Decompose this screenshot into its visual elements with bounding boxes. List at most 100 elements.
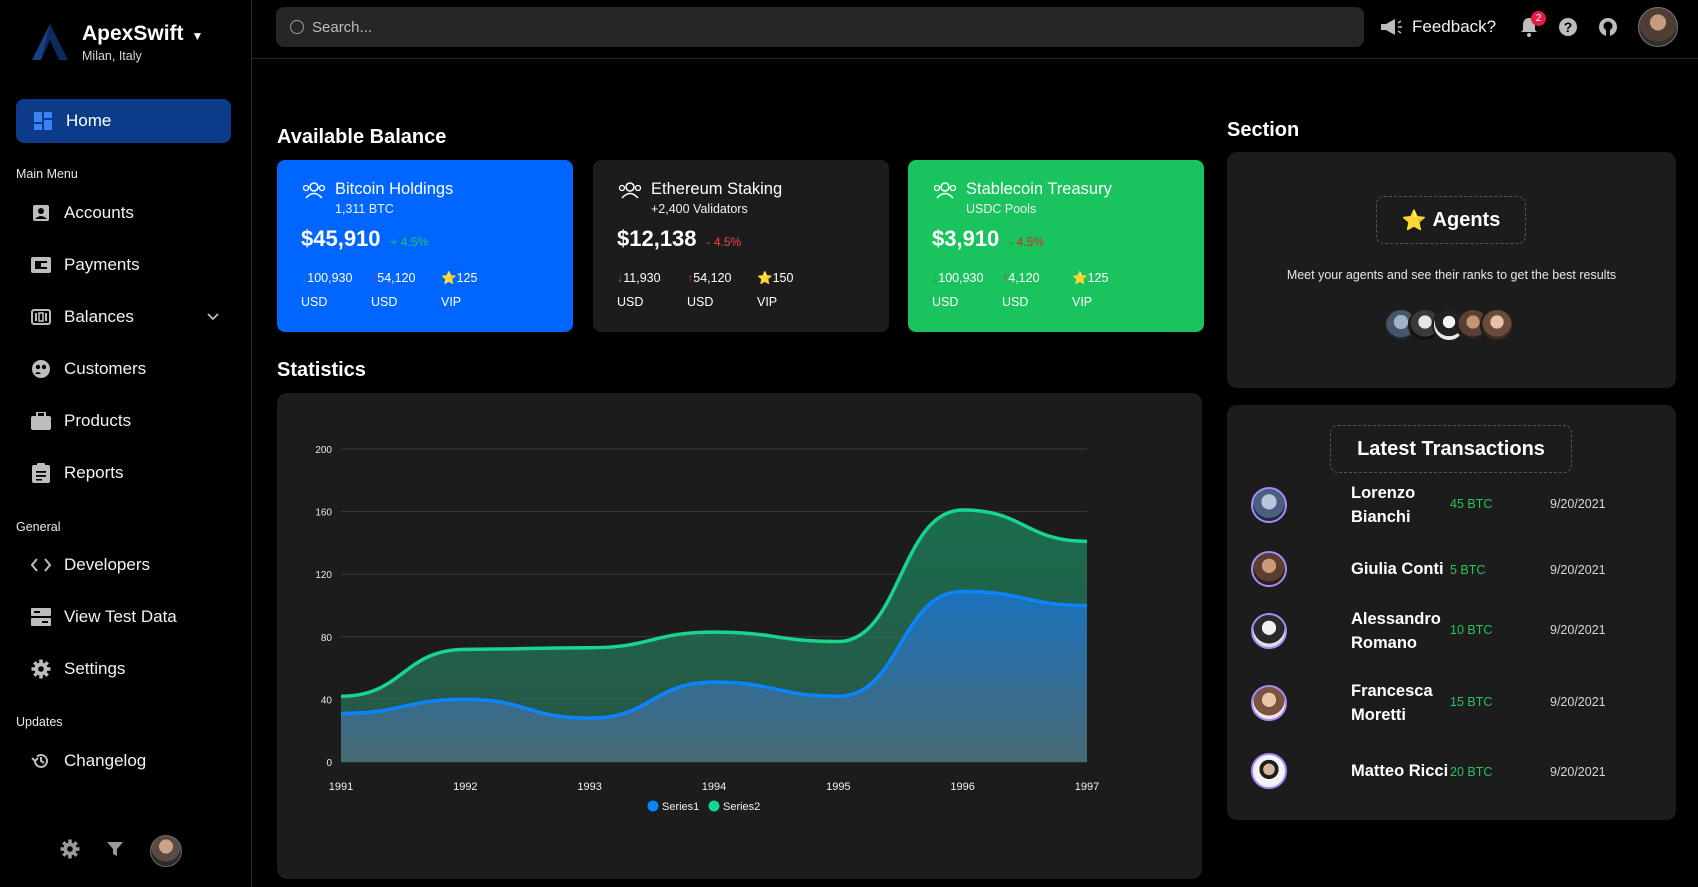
sidebar-item-developers[interactable]: Developers	[30, 547, 220, 583]
sidebar-item-label: Changelog	[64, 751, 147, 770]
card-change: - 4.5%	[706, 235, 742, 249]
caret-down-icon[interactable]: ▼	[191, 29, 204, 43]
sidebar-item-accounts[interactable]: Accounts	[30, 195, 220, 231]
agents-button[interactable]: ⭐ Agents	[1376, 196, 1526, 244]
bell-icon[interactable]: 2	[1520, 11, 1547, 37]
transaction-amount: 15 BTC	[1450, 695, 1493, 709]
table-row[interactable]: Francesca Moretti 15 BTC 9/20/2021	[1227, 673, 1676, 733]
brand-name: ApexSwift	[82, 22, 184, 45]
search-placeholder: Search...	[312, 18, 373, 36]
topbar: Search...	[252, 0, 1698, 59]
sidebar-item-balances[interactable]: Balances	[30, 299, 220, 335]
chevron-down-icon[interactable]	[206, 309, 220, 329]
sidebar-item-reports[interactable]: Reports	[30, 455, 220, 491]
card-title: Stablecoin Treasury	[966, 180, 1112, 198]
history-icon	[30, 750, 52, 772]
user-avatar[interactable]	[1638, 7, 1679, 47]
x-tick-label: 1996	[950, 781, 974, 793]
feedback-button[interactable]: Feedback?	[1380, 17, 1496, 37]
table-row[interactable]: Giulia Conti 5 BTC 9/20/2021	[1227, 547, 1676, 591]
sidebar-item-label: Settings	[64, 659, 126, 678]
stat-value: ↑54,120	[687, 271, 732, 285]
transactions-panel: Latest Transactions Lorenzo Bianchi 45 B…	[1227, 405, 1676, 820]
x-tick-label: 1992	[453, 781, 477, 793]
sidebar-item-label: Developers	[64, 555, 150, 574]
legend-marker	[708, 800, 720, 812]
sidebar-item-label: Home	[66, 111, 112, 130]
sidebar-item-settings[interactable]: Settings	[30, 651, 220, 687]
card-subtitle: +2,400 Validators	[651, 202, 748, 216]
filter-icon[interactable]	[106, 840, 124, 863]
card-amount: $3,910	[932, 226, 1000, 251]
legend-marker	[647, 800, 659, 812]
sidebar-item-changelog[interactable]: Changelog	[30, 743, 220, 779]
payments-icon	[30, 254, 52, 276]
transaction-amount: 45 BTC	[1450, 497, 1493, 511]
balance-card-bitcoin[interactable]: Bitcoin Holdings 1,311 BTC $45,910 + 4.5…	[277, 160, 573, 332]
table-row[interactable]: Lorenzo Bianchi 45 BTC 9/20/2021	[1227, 475, 1676, 535]
stat-value: ↑4,120	[1002, 271, 1040, 285]
balance-card-ethereum[interactable]: Ethereum Staking +2,400 Validators $12,1…	[593, 160, 889, 332]
users-icon	[302, 182, 326, 199]
stat-unit: USD	[687, 295, 714, 309]
transaction-date: 9/20/2021	[1550, 765, 1606, 779]
help-icon[interactable]: ?	[1558, 17, 1578, 37]
balances-icon	[30, 306, 52, 328]
table-row[interactable]: Matteo Ricci 20 BTC 9/20/2021	[1227, 749, 1676, 793]
avatar	[1251, 487, 1287, 523]
card-change: + 4.5%	[390, 235, 429, 249]
arrow-down-icon: ↓	[617, 271, 624, 285]
search-icon	[290, 20, 304, 34]
card-subtitle: USDC Pools	[966, 202, 1037, 216]
sidebar-item-home[interactable]: Home	[16, 99, 231, 143]
statistics-chart-panel: 0 40 80 120 160 200 1991 1992 1993 1994 1995 1996 19…	[277, 393, 1202, 879]
card-amount: $12,138	[617, 226, 697, 251]
sidebar-item-label: Reports	[64, 463, 124, 482]
sidebar-item-customers[interactable]: Customers	[30, 351, 220, 387]
sidebar-item-label: Customers	[64, 359, 147, 378]
x-tick-label: 1994	[702, 781, 726, 793]
avatar[interactable]	[150, 835, 182, 867]
section-updates: Updates	[16, 715, 63, 729]
y-tick-label: 0	[326, 758, 332, 769]
test-data-icon	[30, 606, 52, 628]
transaction-date: 9/20/2021	[1550, 695, 1606, 709]
arrow-up-icon: ↑	[371, 271, 378, 285]
table-row[interactable]: Alessandro Romano 10 BTC 9/20/2021	[1227, 601, 1676, 661]
arrow-up-icon: ↑	[687, 271, 694, 285]
dashboard-icon	[32, 110, 54, 132]
stat-value: ↓11,930	[617, 271, 661, 285]
search-input[interactable]: Search...	[276, 7, 1364, 47]
transaction-amount: 20 BTC	[1450, 765, 1493, 779]
agents-label: Agents	[1432, 208, 1501, 231]
y-tick-label: 40	[321, 695, 333, 706]
svg-text:?: ?	[1564, 19, 1573, 35]
stat-value: ↓100,930	[932, 271, 984, 285]
github-icon[interactable]	[1598, 17, 1618, 37]
x-tick-label: 1993	[577, 781, 601, 793]
arrow-down-icon: ↓	[932, 271, 939, 285]
sidebar-item-payments[interactable]: Payments	[30, 247, 220, 283]
transaction-name: Lorenzo Bianchi	[1351, 484, 1416, 526]
y-tick-label: 160	[315, 508, 332, 519]
sidebar-item-view-test-data[interactable]: View Test Data	[30, 599, 220, 635]
sidebar-item-label: View Test Data	[64, 607, 177, 626]
avatar	[1251, 613, 1287, 649]
gear-icon[interactable]	[60, 839, 80, 864]
balance-card-stablecoin[interactable]: Stablecoin Treasury USDC Pools $3,910 - …	[908, 160, 1204, 332]
users-icon	[618, 182, 642, 199]
briefcase-icon	[30, 410, 52, 432]
card-change: - 4.5%	[1009, 235, 1044, 249]
agent-avatar[interactable]	[1480, 308, 1514, 342]
legend-label: Series1	[662, 801, 699, 813]
stat-unit: USD	[301, 295, 328, 309]
customers-icon	[30, 358, 52, 380]
legend-label: Series2	[723, 801, 760, 813]
megaphone-icon	[1380, 18, 1402, 36]
section-title: Section	[1227, 119, 1300, 141]
brand[interactable]: ApexSwift ▼ Milan, Italy	[28, 20, 203, 64]
topbar-actions: Feedback? 2 ?	[1380, 0, 1679, 54]
y-tick-label: 120	[315, 570, 332, 581]
users-icon	[933, 182, 957, 199]
sidebar-item-products[interactable]: Products	[30, 403, 220, 439]
